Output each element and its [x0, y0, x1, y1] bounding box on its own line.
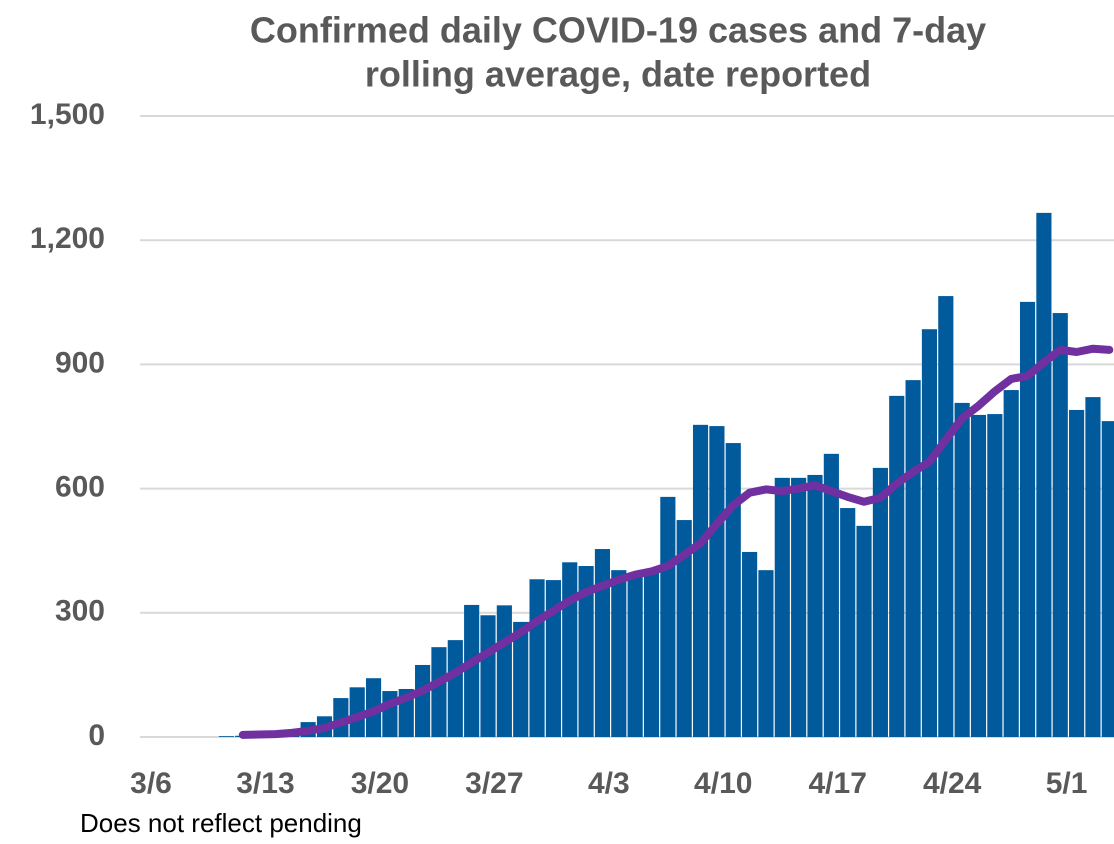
- x-tick-label: 4/24: [923, 767, 982, 800]
- bar: [513, 621, 529, 737]
- x-tick-label: 3/13: [236, 767, 294, 800]
- bar: [905, 380, 921, 737]
- bar: [1069, 409, 1085, 737]
- bar: [1052, 313, 1068, 737]
- note: Does not reflect pending: [80, 808, 362, 838]
- bar: [774, 477, 790, 737]
- bar: [545, 580, 561, 737]
- bar: [742, 551, 758, 737]
- bar: [627, 577, 643, 737]
- bar: [709, 426, 725, 737]
- bar: [431, 647, 447, 737]
- x-tick-label: 4/3: [588, 767, 630, 800]
- y-tick-label: 600: [55, 471, 105, 504]
- chart-title: rolling average, date reported: [365, 54, 871, 95]
- bar: [872, 467, 888, 737]
- chart-title: Confirmed daily COVID-19 cases and 7-day: [250, 10, 986, 51]
- bar: [921, 329, 938, 737]
- bar: [480, 615, 496, 737]
- bar: [1085, 397, 1101, 737]
- bar: [856, 525, 872, 737]
- bar: [562, 562, 578, 737]
- bar: [1036, 212, 1052, 738]
- bar: [643, 570, 660, 737]
- bar: [807, 474, 823, 737]
- x-tick-label: 4/17: [809, 767, 867, 800]
- bar: [611, 570, 627, 737]
- bar: [218, 736, 234, 737]
- bar: [791, 477, 807, 737]
- bar: [529, 579, 545, 737]
- bar: [349, 687, 365, 737]
- bar: [1101, 421, 1114, 737]
- bar: [660, 496, 676, 737]
- bar: [823, 453, 839, 737]
- bar: [725, 443, 741, 737]
- bar: [889, 395, 905, 737]
- bar: [1019, 301, 1036, 737]
- x-tick-label: 4/10: [694, 767, 752, 800]
- bar: [578, 566, 594, 737]
- y-tick-label: 300: [55, 595, 105, 628]
- bar: [1003, 390, 1019, 737]
- bar: [758, 570, 774, 737]
- bar: [970, 414, 987, 737]
- y-tick-label: 1,200: [30, 222, 105, 255]
- average-line: [238, 344, 1114, 739]
- bar: [415, 664, 431, 737]
- bar: [954, 402, 970, 737]
- bar: [840, 508, 856, 737]
- y-tick-label: 1,500: [30, 98, 105, 131]
- bar: [464, 604, 480, 737]
- y-tick-label: 0: [88, 719, 105, 752]
- x-tick-label: 5/1: [1046, 767, 1088, 800]
- bar: [676, 520, 692, 737]
- bar: [987, 414, 1003, 737]
- x-tick-label: 3/27: [465, 767, 523, 800]
- bar: [447, 640, 463, 737]
- x-tick-label: 3/20: [351, 767, 409, 800]
- bar: [938, 296, 954, 737]
- x-tick-label: 3/6: [130, 767, 172, 800]
- bar: [692, 424, 709, 737]
- y-tick-label: 900: [55, 346, 105, 379]
- bar: [496, 605, 512, 737]
- bar: [594, 549, 611, 737]
